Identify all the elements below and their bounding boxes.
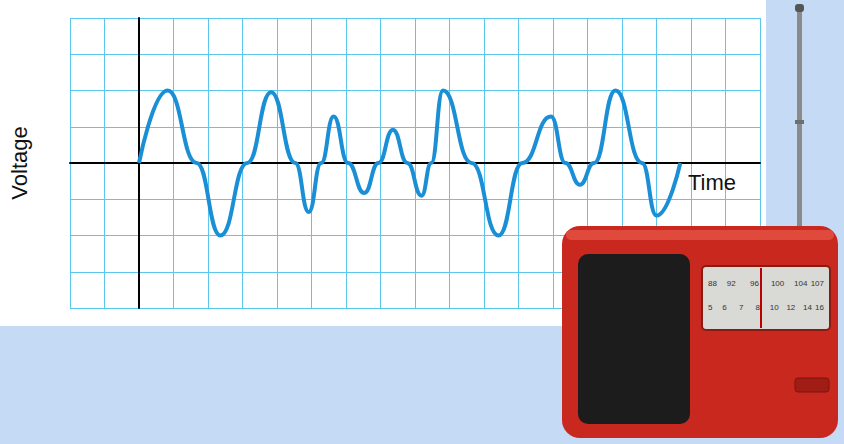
svg-text:107: 107 bbox=[811, 279, 825, 288]
svg-text:Time: Time bbox=[688, 170, 736, 195]
svg-text:14: 14 bbox=[803, 303, 812, 312]
svg-text:88: 88 bbox=[708, 279, 717, 288]
svg-text:10: 10 bbox=[770, 303, 779, 312]
svg-text:5: 5 bbox=[708, 303, 713, 312]
svg-text:92: 92 bbox=[727, 279, 736, 288]
svg-text:8: 8 bbox=[755, 303, 760, 312]
svg-text:16: 16 bbox=[815, 303, 824, 312]
svg-text:12: 12 bbox=[786, 303, 795, 312]
svg-text:6: 6 bbox=[722, 303, 727, 312]
svg-text:104: 104 bbox=[794, 279, 808, 288]
svg-text:96: 96 bbox=[750, 279, 759, 288]
svg-text:100: 100 bbox=[771, 279, 785, 288]
svg-text:Voltage: Voltage bbox=[7, 126, 32, 199]
svg-text:7: 7 bbox=[739, 303, 744, 312]
